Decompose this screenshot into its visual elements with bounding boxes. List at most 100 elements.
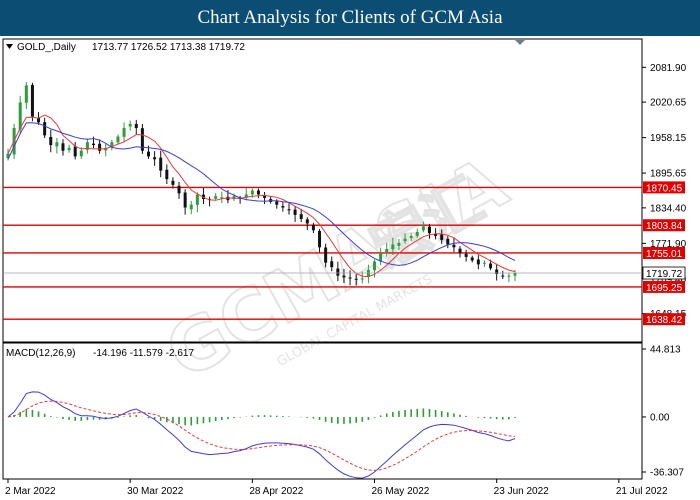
price-chart: GCMASIA 宏汇 GLOBAL CAPITAL MARKETS 2081.9…	[2, 38, 687, 497]
candle-body	[183, 192, 187, 208]
candle-body	[73, 146, 77, 157]
level-label-bg-0	[643, 181, 685, 194]
candle-body	[79, 150, 83, 157]
candle-body	[507, 275, 511, 277]
current-price-label: 1719.72	[646, 269, 683, 280]
macd-values: -14.196 -11.579 -2.617	[93, 348, 194, 359]
candle-body	[330, 261, 334, 268]
y-tick-label: 1771.90	[650, 239, 687, 250]
candle-body	[226, 196, 230, 201]
candle-body	[165, 169, 169, 180]
candle-body	[146, 151, 150, 157]
macd-y-tick-label: 44.813	[650, 345, 681, 356]
candle-body	[324, 247, 328, 263]
candle-body	[122, 128, 126, 137]
macd-panel-frame	[2, 342, 643, 480]
ma-slow-line	[7, 122, 516, 266]
candle-body	[452, 244, 456, 248]
candle-body	[476, 259, 480, 265]
chart-shift-marker[interactable]	[515, 40, 525, 45]
candle-body	[61, 143, 65, 151]
level-label-2: 1755.01	[646, 249, 683, 260]
candle-body	[256, 190, 260, 195]
candle-body	[421, 226, 425, 231]
candle-body	[385, 248, 389, 253]
candle-body	[342, 275, 346, 278]
candle-body	[513, 273, 517, 276]
candle-body	[110, 142, 114, 148]
candle-body	[482, 262, 486, 264]
candle-body	[360, 278, 364, 280]
candle-body	[489, 263, 493, 269]
y-tick-label: 2081.90	[650, 63, 687, 74]
level-label-bg-1	[643, 219, 685, 232]
ma-fast-line	[7, 114, 516, 278]
candle-body	[263, 195, 267, 198]
candle-body	[195, 194, 199, 205]
candle-body	[397, 242, 401, 246]
candle-body	[92, 143, 96, 146]
candle-body	[354, 278, 358, 280]
macd-y-tick-label: 0.00	[650, 412, 670, 423]
candle-body	[379, 252, 383, 262]
candle-body	[373, 261, 377, 271]
candle-body	[214, 196, 218, 199]
candle-body	[250, 190, 254, 195]
y-tick-label: 1709.40	[650, 274, 687, 285]
candle-body	[18, 102, 22, 130]
candle-body	[189, 204, 193, 210]
level-label-3: 1695.25	[646, 283, 683, 294]
candle-body	[305, 219, 309, 224]
candle-body	[37, 117, 41, 123]
candle-body	[409, 235, 413, 239]
symbol-label: GOLD_,Daily	[17, 42, 76, 53]
candle-body	[220, 197, 224, 199]
candle-body	[232, 196, 236, 200]
level-label-bg-4	[643, 313, 685, 326]
level-label-0: 1870.45	[646, 183, 683, 194]
candle-body	[244, 194, 248, 198]
candle-body	[403, 238, 407, 242]
ohlc-label: 1713.77 1726.52 1713.38 1719.72	[92, 42, 245, 53]
level-label-4: 1638.42	[646, 315, 683, 326]
candle-body	[427, 226, 431, 234]
candle-body	[85, 142, 89, 150]
x-tick-label: 28 Apr 2022	[249, 486, 303, 497]
candle-body	[446, 238, 450, 245]
y-tick-label: 1834.40	[650, 203, 687, 214]
candle-body	[98, 143, 102, 151]
candle-body	[281, 206, 285, 208]
candle-body	[153, 157, 157, 160]
y-tick-label: 2020.65	[650, 98, 687, 109]
candle-body	[318, 230, 322, 248]
candle-body	[366, 270, 370, 277]
candle-body	[336, 268, 340, 276]
level-label-1: 1803.84	[646, 221, 683, 232]
x-tick-label: 26 May 2022	[372, 486, 430, 497]
macd-line	[7, 391, 516, 479]
macd-y-tick-label: -36.307	[650, 468, 684, 479]
candle-body	[116, 136, 120, 143]
level-label-bg-3	[643, 280, 685, 293]
candle-body	[159, 157, 163, 171]
price-panel-frame	[2, 38, 643, 343]
candle-body	[311, 224, 315, 231]
current-price-box	[642, 266, 686, 280]
candle-body	[177, 185, 181, 194]
header-bar: Chart Analysis for Clients of GCM Asia	[0, 0, 700, 36]
candle-body	[6, 153, 10, 159]
x-tick-label: 2 Mar 2022	[5, 486, 56, 497]
candle-body	[470, 257, 474, 261]
candle-body	[49, 136, 53, 146]
symbol-menu-icon[interactable]	[6, 44, 13, 49]
macd-title: MACD(12,26,9)	[6, 348, 75, 359]
candle-body	[24, 85, 28, 103]
candle-body	[391, 244, 395, 250]
candle-body	[171, 180, 175, 185]
candle-body	[415, 231, 419, 236]
candle-body	[43, 122, 47, 136]
header-title: Chart Analysis for Clients of GCM Asia	[197, 7, 503, 28]
x-tick-label: 30 Mar 2022	[127, 486, 184, 497]
macd-signal-line	[7, 400, 516, 471]
candle-body	[128, 124, 132, 127]
